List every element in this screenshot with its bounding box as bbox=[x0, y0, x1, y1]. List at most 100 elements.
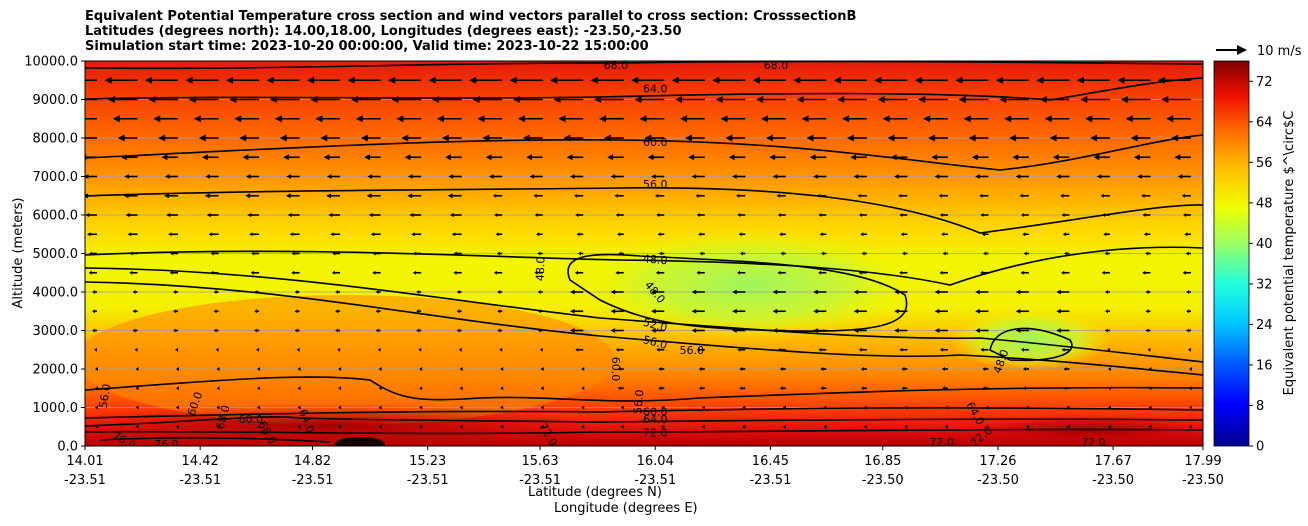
wind-vector-head bbox=[428, 76, 436, 84]
wind-vector-head bbox=[419, 405, 423, 410]
wind-vector-head bbox=[570, 174, 575, 179]
wind-vector-head bbox=[813, 308, 818, 314]
wind-vector-head bbox=[890, 154, 897, 161]
wind-vector-head bbox=[1064, 251, 1068, 256]
wind-vector-head bbox=[1056, 289, 1061, 295]
x-tick-label-lat: 15.63 bbox=[521, 454, 558, 469]
colorbar bbox=[1213, 60, 1250, 447]
contour-72 bbox=[85, 428, 1203, 435]
wind-vector-head bbox=[1107, 405, 1111, 410]
wind-vector-head bbox=[779, 367, 783, 371]
x-tick-label-lon: -23.51 bbox=[292, 473, 334, 488]
wind-vector-head bbox=[540, 367, 544, 371]
wind-vector-head bbox=[941, 386, 945, 391]
wind-vector-head bbox=[87, 232, 91, 237]
wind-vector-head bbox=[337, 347, 341, 352]
wind-vector-head bbox=[453, 251, 457, 256]
wind-vector-head bbox=[982, 386, 986, 391]
wind-vector-head bbox=[347, 76, 355, 84]
wind-vector-head bbox=[899, 213, 903, 217]
wind-vector-head bbox=[297, 367, 301, 371]
wind-vector-head bbox=[858, 213, 862, 217]
wind-vector-head bbox=[285, 193, 291, 199]
wind-vector-head bbox=[257, 367, 261, 371]
wind-vector-head bbox=[123, 193, 129, 199]
wind-vector-head bbox=[517, 115, 525, 123]
wind-vector-head bbox=[338, 386, 342, 391]
x-tick-label-lon: -23.51 bbox=[749, 473, 791, 488]
wind-vector-head bbox=[617, 232, 621, 237]
wind-vector-head bbox=[941, 232, 945, 237]
contour-label: 64.0 bbox=[643, 83, 668, 96]
wind-vector-head bbox=[492, 193, 497, 198]
chart-title-line2: Latitudes (degrees north): 14.00,18.00, … bbox=[85, 24, 682, 39]
wind-vector-head bbox=[688, 154, 695, 161]
wind-vector-head bbox=[213, 290, 217, 294]
wind-vector-head bbox=[850, 154, 857, 161]
wind-vector-head bbox=[732, 289, 737, 295]
wind-vector-head bbox=[441, 134, 449, 142]
contour-label: 68.0 bbox=[764, 59, 789, 72]
wind-vector-head bbox=[176, 367, 180, 371]
wind-vector-head bbox=[497, 309, 501, 314]
wind-vector-head bbox=[540, 405, 544, 410]
wind-vector-head bbox=[289, 232, 294, 237]
wind-vector-head bbox=[416, 328, 420, 333]
x-axis: 14.01 -23.51 14.42 -23.51 14.82 -23.51 15.23 -2… bbox=[64, 446, 1224, 488]
x-tick-label-lat: 17.67 bbox=[1095, 454, 1132, 469]
wind-vector-head bbox=[801, 115, 809, 123]
wind-vector-head bbox=[1186, 290, 1190, 294]
wind-vector-head bbox=[1137, 174, 1142, 179]
wind-vector-head bbox=[894, 289, 899, 295]
contour-label: 72.0 bbox=[643, 427, 668, 440]
wind-vector-head bbox=[216, 367, 220, 371]
wind-vector-head bbox=[216, 424, 220, 429]
wind-vector-head bbox=[370, 232, 375, 237]
wind-vector-head bbox=[291, 270, 295, 275]
colorbar-tick-label: 40 bbox=[1256, 237, 1273, 252]
wind-vector-head bbox=[401, 134, 409, 142]
wind-vector-head bbox=[537, 309, 541, 314]
wind-vector-head bbox=[95, 405, 98, 410]
wind-vector-head bbox=[254, 290, 258, 294]
wind-vector-head bbox=[939, 270, 943, 275]
wind-vector-head bbox=[639, 115, 647, 123]
wind-vector-head bbox=[1189, 424, 1192, 429]
contour-label: 68.0 bbox=[214, 404, 233, 431]
wind-vector-head bbox=[378, 386, 382, 391]
x-tick-label-lat: 17.26 bbox=[979, 454, 1016, 469]
wind-vector-head bbox=[431, 96, 439, 103]
wind-vector-head bbox=[944, 405, 948, 410]
contour-52 bbox=[85, 267, 1203, 363]
wind-vector-head bbox=[320, 134, 328, 142]
wind-vector-head bbox=[651, 174, 656, 179]
y-tick-label: 8000.0 bbox=[33, 132, 79, 147]
wind-vector-head bbox=[533, 193, 537, 198]
wind-vector-head bbox=[1105, 309, 1109, 314]
wind-vector-head bbox=[95, 424, 98, 429]
wind-vector-head bbox=[500, 386, 504, 391]
wind-vector-head bbox=[809, 154, 816, 161]
wind-vector-head bbox=[655, 193, 659, 198]
wind-vector-head bbox=[1021, 347, 1025, 352]
wind-vector-head bbox=[127, 232, 132, 237]
wind-vector-head bbox=[934, 289, 940, 295]
wind-vector-head bbox=[1061, 347, 1065, 352]
wind-vector-head bbox=[254, 309, 258, 314]
wind-vector-head bbox=[603, 134, 611, 142]
wind-vector-head bbox=[335, 328, 339, 333]
wind-vector-head bbox=[975, 289, 980, 295]
contour-48-lower bbox=[989, 327, 1073, 362]
wind-vector-head bbox=[513, 96, 521, 103]
wind-vector-head bbox=[610, 289, 616, 295]
wind-vector-head bbox=[651, 289, 656, 295]
contour-76 bbox=[99, 437, 331, 443]
wind-vector-head bbox=[1148, 386, 1152, 391]
wind-vector-head bbox=[456, 309, 460, 314]
wind-vector-head bbox=[900, 232, 904, 237]
wind-key-label: 10 m/s bbox=[1257, 44, 1302, 59]
wind-vector-head bbox=[107, 96, 115, 103]
y-tick-label: 9000.0 bbox=[33, 93, 79, 108]
contour-label: 56.0 bbox=[631, 389, 646, 415]
wind-vector-head bbox=[1022, 386, 1026, 391]
